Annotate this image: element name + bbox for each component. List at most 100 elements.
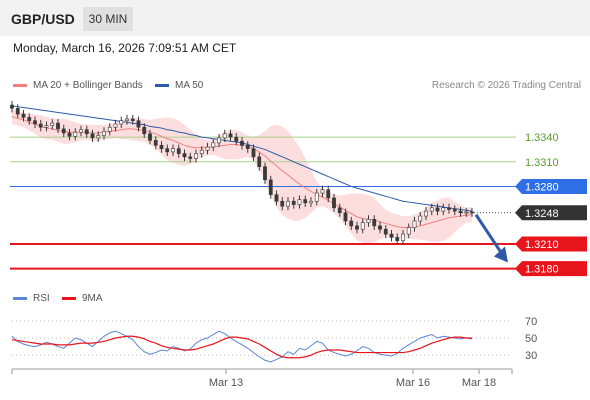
rsi-swatch — [13, 297, 27, 300]
candle-body — [211, 142, 216, 148]
candle-body — [33, 120, 37, 125]
candle-body — [96, 135, 101, 139]
forecast-arrow-shaft — [474, 213, 505, 257]
candle-body — [107, 126, 112, 132]
candle-body — [389, 233, 394, 238]
candle-body — [10, 104, 14, 109]
level-tag-support — [515, 261, 587, 277]
candle-body — [280, 200, 285, 207]
rsi-line — [11, 330, 473, 363]
level-label-support: 1.3180 — [525, 264, 559, 276]
candle-body — [383, 228, 388, 235]
level-label-support: 1.3210 — [525, 239, 559, 251]
rsi-tick-label: 30 — [525, 350, 537, 362]
candle-body — [332, 197, 336, 209]
candle-body — [452, 209, 457, 212]
rsi-tick-label: 70 — [525, 316, 537, 328]
candle-body — [418, 215, 423, 222]
legend-ma50: MA 50 — [155, 80, 203, 91]
candle-body — [84, 129, 89, 135]
candle-body — [372, 219, 377, 227]
candle-body — [406, 227, 411, 235]
candle-body — [50, 122, 55, 126]
legend-ma50-label: MA 50 — [175, 80, 204, 91]
candle-body — [38, 123, 43, 128]
candle-body — [142, 126, 147, 135]
candle-body — [263, 166, 267, 181]
candle-body — [326, 189, 331, 199]
ma50-swatch — [155, 84, 169, 87]
candle-body — [366, 219, 371, 223]
candle-body — [136, 120, 141, 128]
pair-title: GBP/USD — [11, 11, 75, 27]
time-tick-label: Mar 16 — [396, 377, 430, 389]
candle-body — [159, 145, 164, 149]
candle-body — [412, 220, 417, 228]
candle-body — [27, 117, 32, 121]
candle-body — [245, 145, 250, 149]
research-credit: Research © 2026 Trading Central — [431, 80, 581, 91]
level-label-pivot: 1.3280 — [525, 181, 559, 193]
bollinger-band — [12, 109, 472, 244]
candle-body — [441, 207, 446, 212]
level-tag-pivot — [515, 178, 587, 194]
candle-body — [205, 146, 210, 151]
forecast-arrow-head — [494, 246, 508, 263]
candle-body — [176, 148, 181, 154]
candle-body — [343, 212, 348, 222]
timeframe-badge[interactable]: 30 MIN — [83, 7, 133, 31]
candle-body — [470, 211, 474, 214]
candle-body — [395, 237, 400, 242]
legend-9ma-label: 9MA — [82, 293, 103, 304]
ma9-swatch — [62, 297, 76, 300]
candle-body — [194, 153, 198, 159]
legend-ma20: MA 20 + Bollinger Bands — [13, 80, 143, 91]
candle-body — [337, 207, 342, 214]
candle-body — [424, 210, 428, 217]
candle-body — [165, 148, 170, 153]
candle-body — [251, 148, 256, 158]
candle-body — [303, 199, 308, 204]
time-tick-label: Mar 13 — [209, 377, 243, 389]
chart-datetime: Monday, March 16, 2026 7:09:51 AM CET — [13, 41, 237, 55]
candle-body — [113, 123, 118, 128]
candle-body — [228, 133, 233, 138]
rsi-tick-label: 50 — [525, 333, 537, 345]
candle-body — [320, 189, 325, 194]
candle-body — [355, 225, 359, 230]
candle-body — [148, 133, 152, 141]
ma20-swatch — [13, 84, 27, 87]
candle-body — [401, 233, 405, 242]
candle-body — [291, 200, 296, 205]
candle-body — [199, 149, 204, 154]
candle-body — [21, 113, 26, 118]
candle-body — [297, 199, 302, 205]
candle-body — [119, 120, 124, 125]
candle-body — [90, 133, 95, 139]
candle-body — [268, 179, 273, 195]
candle-body — [130, 118, 135, 121]
candle-body — [458, 210, 463, 214]
candle-body — [464, 211, 469, 214]
candle-body — [125, 118, 129, 121]
candle-body — [447, 207, 451, 210]
candle-body — [182, 153, 187, 158]
level-label-resistance: 1.3340 — [525, 132, 559, 144]
candle-body — [171, 148, 175, 153]
time-tick-label: Mar 18 — [462, 377, 496, 389]
candle-body — [309, 200, 313, 204]
legend-rsi-label: RSI — [33, 293, 50, 304]
candle-body — [56, 122, 60, 130]
candle-body — [15, 108, 20, 115]
candle-body — [222, 133, 227, 139]
level-tag-support — [515, 236, 587, 252]
candle-body — [240, 140, 244, 146]
candle-body — [257, 156, 262, 168]
candle-body — [61, 128, 66, 134]
legend-ma20-label: MA 20 + Bollinger Bands — [33, 80, 143, 91]
candle-body — [44, 125, 49, 128]
candle-body — [234, 136, 239, 142]
candle-body — [349, 220, 354, 227]
candle-body — [429, 207, 434, 212]
